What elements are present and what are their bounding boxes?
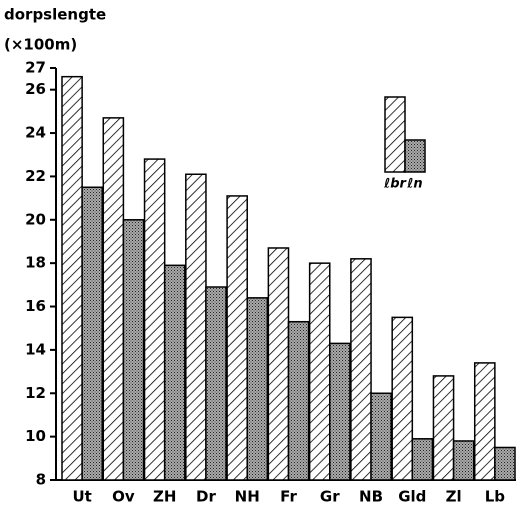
bar [81, 186, 104, 481]
bar [163, 264, 186, 481]
bar [411, 438, 434, 481]
bar [287, 320, 310, 481]
x-tick-label: Gr [320, 488, 340, 506]
bar [494, 446, 516, 481]
x-tick-label: Fr [280, 488, 297, 506]
x-tick-label: Gld [398, 488, 426, 506]
bar [226, 195, 248, 481]
bar [350, 258, 372, 481]
y-tick-label: 26 [25, 80, 46, 98]
bar [61, 75, 83, 481]
bar [391, 316, 414, 481]
bar [452, 440, 475, 481]
x-tick-label: Ov [112, 488, 135, 506]
y-tick-label: 8 [36, 471, 46, 489]
x-tick-label: Dr [196, 488, 216, 506]
bar [473, 362, 496, 481]
y-tick-label: 22 [25, 167, 46, 185]
bar [308, 262, 331, 481]
bar [185, 173, 207, 481]
bar [102, 117, 125, 481]
bar [329, 342, 351, 481]
y-tick-label: 14 [25, 340, 46, 358]
y-tick-label: 18 [25, 254, 46, 272]
legend-label: ℓn [406, 177, 422, 192]
y-axis-label: (×100m) [4, 36, 77, 54]
bar [122, 219, 145, 481]
x-tick-label: NB [359, 488, 383, 506]
y-tick-label: 16 [25, 297, 46, 315]
bar [370, 392, 392, 481]
legend-label: ℓbr [383, 177, 407, 192]
y-tick-label: 27 [25, 59, 46, 77]
legend-swatch [404, 139, 426, 173]
y-tick-label: 10 [25, 427, 46, 445]
chart-title: dorpslengte [4, 6, 106, 24]
x-tick-label: Ut [72, 488, 91, 506]
x-tick-label: Lb [485, 488, 506, 506]
bar [267, 247, 290, 481]
x-tick-label: NH [235, 488, 260, 506]
bar [432, 375, 455, 481]
bar [205, 286, 227, 481]
legend-swatch [384, 96, 406, 173]
y-tick-label: 20 [25, 210, 46, 228]
y-tick-label: 12 [25, 384, 46, 402]
x-tick-label: ZH [153, 488, 176, 506]
y-tick-label: 24 [25, 124, 46, 142]
bar [246, 297, 269, 481]
bar [143, 158, 166, 481]
x-tick-label: Zl [446, 488, 462, 506]
